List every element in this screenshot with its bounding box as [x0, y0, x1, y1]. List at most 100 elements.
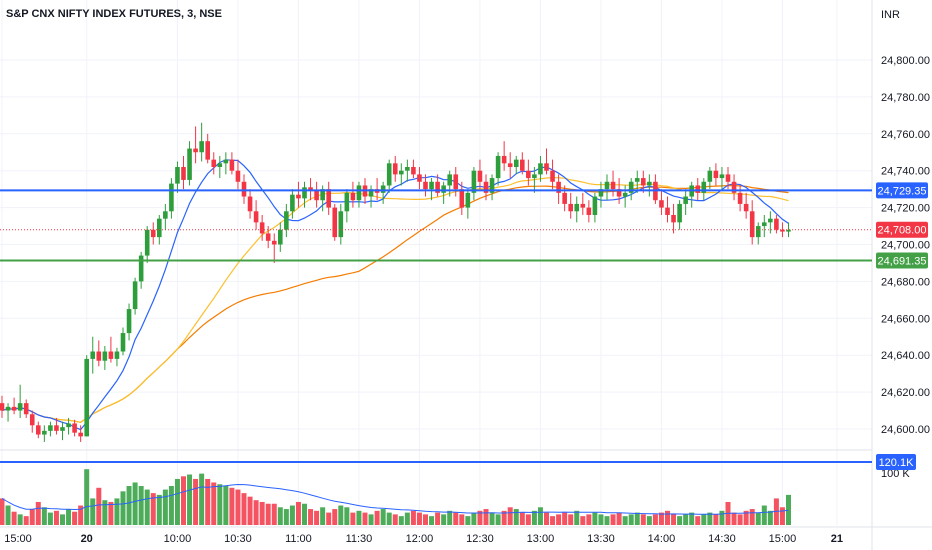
candle-body: [193, 148, 198, 153]
volume-bar: [60, 514, 65, 525]
candle-body: [90, 351, 96, 359]
candle-body: [532, 174, 537, 179]
volume-bar: [586, 514, 592, 525]
volume-bar: [749, 509, 755, 525]
volume-bar: [652, 514, 658, 525]
candle-body: [647, 181, 652, 186]
ma-fast-line: [1, 159, 789, 431]
volume-bar: [187, 474, 193, 525]
candle-body: [441, 185, 446, 193]
candle-body: [144, 229, 150, 256]
time-axis-tick: 11:00: [285, 533, 312, 545]
candle-body: [495, 155, 501, 179]
candle-body: [604, 181, 610, 190]
candle-body: [259, 222, 265, 234]
candle-body: [241, 181, 247, 197]
last-price-label: 24,708.00: [878, 225, 927, 237]
volume-bar: [786, 494, 791, 525]
candle-body: [538, 163, 543, 175]
volume-bar: [168, 486, 174, 525]
candle-body: [229, 159, 235, 171]
volume-bar: [640, 514, 646, 525]
candle-body: [526, 170, 531, 179]
time-axis-tick: 11:30: [346, 533, 373, 545]
volume-bar: [356, 510, 362, 525]
volume-bar: [628, 514, 634, 525]
candle-body: [320, 189, 325, 201]
volume-bar: [35, 501, 41, 525]
currency-label[interactable]: INR: [881, 9, 900, 21]
volume-bar: [519, 512, 525, 525]
candle-body: [695, 185, 701, 193]
candle-body: [749, 211, 755, 238]
candle-body: [338, 211, 344, 238]
candle-body: [465, 192, 471, 208]
volume-bar: [429, 516, 435, 525]
volume-bar: [132, 482, 138, 525]
volume-bar: [453, 512, 459, 525]
candle-body: [42, 430, 47, 435]
candle-body: [368, 189, 374, 197]
candle-body: [5, 406, 11, 411]
volume-bar: [731, 512, 737, 525]
volume-bar: [199, 473, 205, 525]
candle-body: [429, 181, 434, 190]
price-axis-tick: 24,640.00: [881, 350, 930, 362]
candle-body: [762, 222, 767, 227]
volume-bar: [229, 487, 235, 525]
volume-bar: [755, 512, 761, 525]
candle-body: [217, 163, 223, 168]
volume-bar: [108, 501, 114, 525]
volume-bar: [671, 514, 677, 525]
volume-bar: [410, 510, 416, 525]
volume-bar: [386, 512, 392, 525]
volume-bar: [211, 482, 217, 525]
price-axis-tick: 24,780.00: [881, 92, 930, 104]
volume-bar: [47, 512, 53, 525]
volume-bar: [604, 516, 610, 525]
candle-body: [96, 351, 102, 361]
candle-body: [731, 181, 737, 193]
volume-bar: [707, 512, 713, 525]
time-axis-tick: 21: [831, 533, 843, 545]
candle-body: [265, 233, 271, 241]
candle-body: [211, 159, 217, 168]
volume-bar: [350, 512, 356, 525]
volume-bar: [665, 510, 670, 525]
candle-body: [399, 170, 404, 175]
price-axis-tick: 24,800.00: [881, 55, 930, 67]
time-axis-tick: 12:00: [406, 533, 434, 545]
volume-bar: [277, 507, 283, 525]
volume-bar: [495, 514, 501, 525]
volume-bar: [241, 493, 247, 525]
candle-body: [489, 178, 495, 193]
volume-bar: [320, 507, 326, 525]
candle-body: [477, 170, 483, 182]
volume-bar: [217, 484, 223, 525]
candle-body: [483, 181, 489, 193]
candle-body: [737, 192, 743, 204]
volume-bar: [78, 505, 84, 525]
candle-body: [23, 403, 29, 415]
candle-body: [453, 174, 459, 190]
chart-title: S&P CNX NIFTY INDEX FUTURES, 3, NSE: [6, 8, 222, 20]
volume-bar: [574, 510, 580, 525]
volume-bar: [531, 510, 537, 525]
volume-bar: [501, 510, 507, 525]
volume-bar: [610, 514, 616, 525]
candle-body: [278, 229, 283, 245]
volume-bar: [767, 510, 773, 525]
candle-body: [11, 406, 17, 411]
candle-body: [181, 167, 186, 180]
candle-body: [459, 189, 465, 208]
candle-body: [435, 181, 440, 193]
candle-body: [786, 229, 791, 232]
candle-body: [417, 174, 422, 182]
candle-body: [0, 403, 5, 411]
candle-body: [247, 196, 253, 212]
volume-bar: [205, 478, 211, 525]
candle-body: [78, 432, 83, 437]
candle-body: [592, 196, 598, 215]
candle-body: [471, 170, 477, 193]
